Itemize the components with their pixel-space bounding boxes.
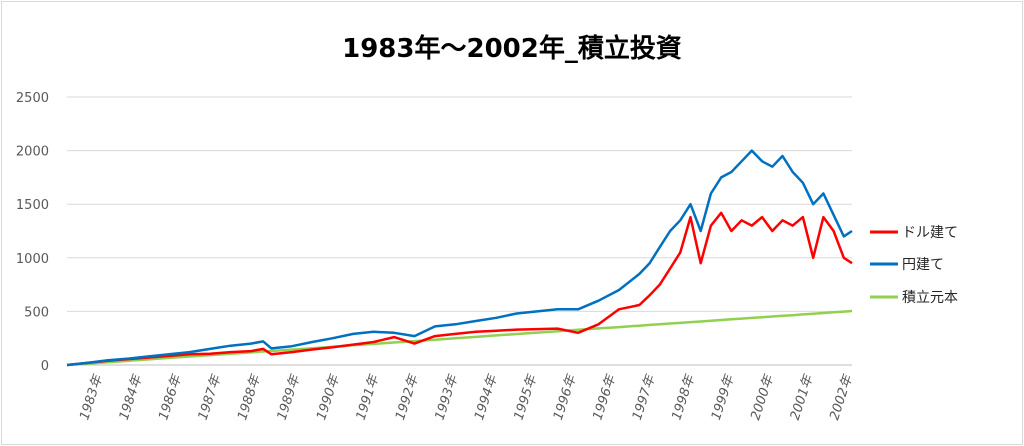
- x-tick-label: 1984年: [117, 372, 146, 422]
- y-tick-label: 2500: [16, 91, 49, 106]
- legend-label: 円建て: [902, 257, 944, 273]
- x-tick-label: 1990年: [314, 372, 343, 422]
- x-tick-label: 2002年: [827, 372, 856, 422]
- x-axis: 1983年 1984年 1986年 1987年 1988年 1989年 1990年 1991年…: [77, 372, 856, 422]
- x-tick-label: 1988年: [235, 372, 264, 422]
- y-axis: 0 500 1000 1500 2000 2500: [16, 91, 49, 374]
- x-tick-label: 1996年: [590, 372, 619, 422]
- x-tick-label: 1986年: [156, 372, 185, 422]
- x-tick-label: 1983年: [77, 372, 106, 422]
- legend-label: 積立元本: [902, 290, 958, 306]
- legend-label: ドル建て: [902, 225, 958, 241]
- y-tick-label: 2000: [16, 145, 49, 160]
- x-tick-label: 1994年: [472, 372, 501, 422]
- x-tick-label: 1992年: [393, 372, 422, 422]
- series-line-2: [66, 149, 853, 367]
- series-layer: [66, 149, 853, 367]
- grid-layer: [67, 96, 852, 366]
- x-tick-label: 1998年: [669, 372, 698, 422]
- x-tick-label: 1989年: [275, 372, 304, 422]
- y-tick-label: 500: [24, 305, 49, 320]
- x-tick-label: 1991年: [354, 372, 383, 422]
- x-tick-label: 1993年: [433, 372, 462, 422]
- y-tick-label: 1000: [16, 252, 49, 267]
- y-tick-label: 0: [41, 359, 49, 374]
- chart-title: 1983年～2002年_積立投資: [342, 33, 682, 64]
- x-tick-label: 2001年: [788, 372, 817, 422]
- x-tick-label: 1987年: [196, 372, 225, 422]
- series-line-1: [66, 211, 853, 367]
- x-tick-label: 1999年: [709, 372, 738, 422]
- x-tick-label: 1996年: [551, 372, 580, 422]
- x-tick-label: 1997年: [630, 372, 659, 422]
- y-tick-label: 1500: [16, 198, 49, 213]
- x-tick-label: 2000年: [748, 372, 777, 422]
- series-line-3: [66, 309, 853, 367]
- x-tick-label: 1995年: [512, 372, 541, 422]
